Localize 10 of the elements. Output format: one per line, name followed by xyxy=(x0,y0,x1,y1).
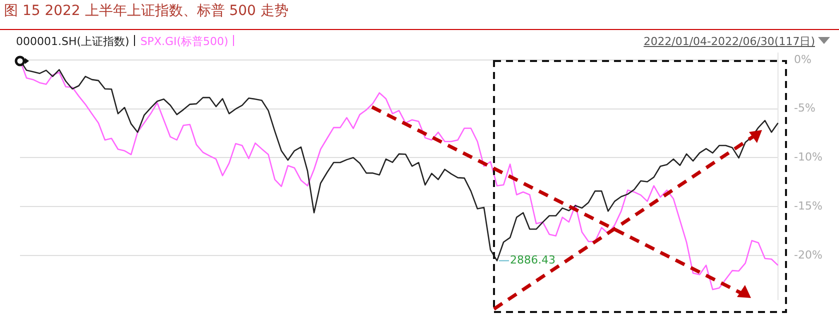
y-tick-label: -5% xyxy=(794,102,816,115)
text: 2022/01/04-2022/06/30(117日) xyxy=(644,34,815,49)
y-tick-label: -20% xyxy=(794,248,822,262)
y-tick-label: -15% xyxy=(794,199,822,212)
legend-label: 000001.SH(上证指数) xyxy=(16,35,130,48)
y-tick-label: 0% xyxy=(794,52,812,66)
y-tick-label: -10% xyxy=(794,150,822,164)
legend-label: SPX.GI(标普500) xyxy=(140,35,228,48)
annotation: 2886.43 xyxy=(510,254,556,267)
chart-title: 图 15 2022 上半年上证指数、标普 500 走势 xyxy=(4,2,288,20)
